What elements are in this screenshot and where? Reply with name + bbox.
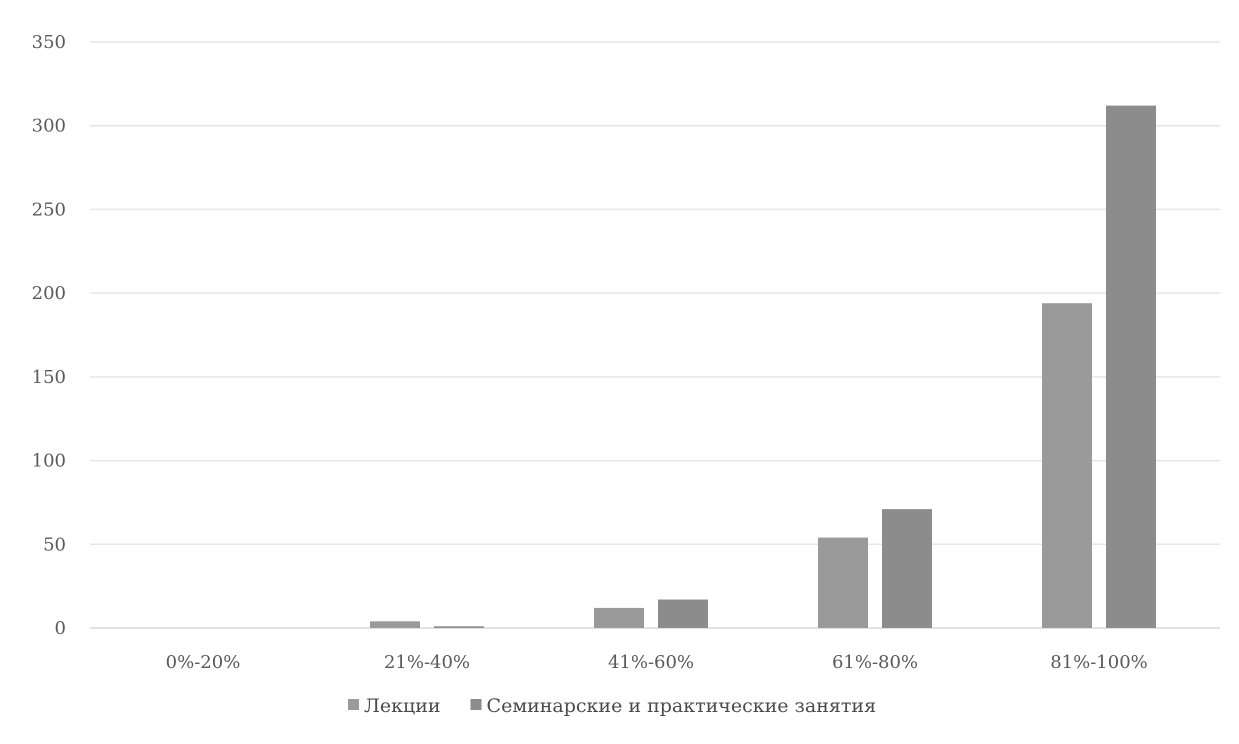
legend: Лекции Семинарские и практические занятия	[348, 695, 876, 717]
y-tick-label: 200	[32, 283, 66, 304]
bar-seminars	[434, 626, 484, 628]
legend-swatch	[470, 699, 482, 710]
bar-lectures	[594, 607, 644, 628]
x-tick-label: 81%-100%	[1050, 652, 1148, 673]
x-tick-label: 61%-80%	[832, 652, 918, 673]
x-tick-label: 41%-60%	[608, 652, 694, 673]
bar-lectures	[370, 621, 420, 628]
bar-lectures	[818, 537, 868, 628]
x-axis: 0%-20% 21%-40% 41%-60% 61%-80% 81%-100%	[166, 652, 1148, 673]
bar-seminars	[658, 599, 708, 628]
gridlines	[90, 41, 1220, 629]
y-tick-label: 50	[43, 534, 66, 555]
y-axis: 0 50 100 150 200 250 300 350	[32, 32, 66, 639]
bar-seminars	[882, 509, 932, 628]
x-tick-label: 0%-20%	[166, 652, 241, 673]
y-tick-label: 100	[32, 451, 66, 472]
y-tick-label: 150	[32, 367, 66, 388]
y-tick-label: 250	[32, 199, 66, 220]
y-tick-label: 350	[32, 32, 66, 53]
legend-label: Лекции	[364, 695, 441, 717]
y-tick-label: 300	[32, 116, 66, 137]
x-tick-label: 21%-40%	[384, 652, 470, 673]
legend-swatch	[348, 699, 359, 710]
bar-lectures	[1042, 303, 1092, 628]
legend-label: Семинарские и практические занятия	[487, 695, 877, 717]
bar-seminars	[1106, 105, 1156, 628]
bars	[370, 105, 1156, 628]
y-tick-label: 0	[55, 618, 66, 639]
